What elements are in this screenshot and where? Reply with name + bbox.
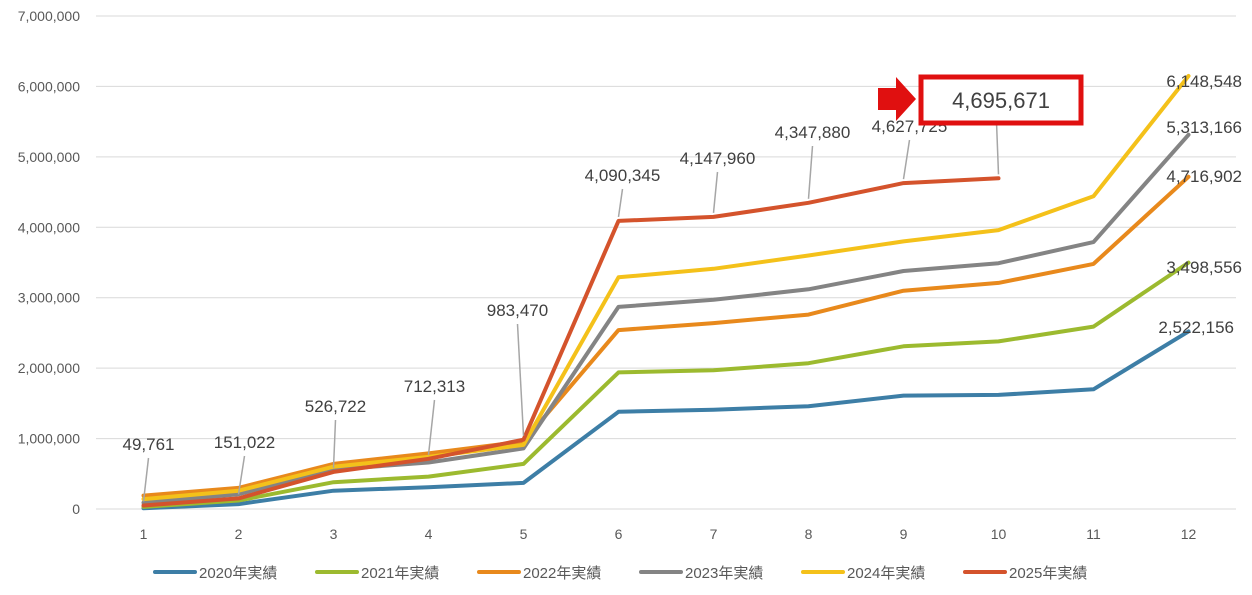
data-label: 4,147,960: [680, 149, 756, 168]
callout-box: [918, 74, 1084, 126]
data-label: 6,148,548: [1166, 72, 1242, 91]
gridlines: [96, 15, 1236, 510]
callout-value: 4,695,671: [952, 88, 1050, 113]
legend-label-4: 2023年実績: [685, 565, 763, 582]
x-tick-label: 2: [235, 526, 243, 542]
data-label: 49,761: [123, 435, 175, 454]
series-line-4: [141, 132, 1191, 505]
y-tick-label: 6,000,000: [18, 78, 80, 94]
data-label: 4,090,345: [585, 166, 661, 185]
data-label: 983,470: [487, 301, 548, 320]
x-tick-label: 10: [991, 526, 1007, 542]
leader-line: [902, 139, 911, 180]
data-label: 4,716,902: [1166, 167, 1242, 186]
x-tick-label: 6: [615, 526, 623, 542]
data-label: 2,522,156: [1158, 318, 1234, 337]
label-leader-lines: [142, 139, 911, 502]
x-axis-ticks: 1 2 3 4 5 6 7 8 9 10 11 12: [140, 526, 1197, 542]
series-line-3: [141, 174, 1191, 498]
series-line-2: [141, 260, 1191, 509]
data-label: 712,313: [404, 377, 465, 396]
data-labels: 49,761 151,022 526,722 712,313 983,470 4,090,…: [123, 72, 1243, 454]
x-tick-label: 3: [330, 526, 338, 542]
legend-label-1: 2020年実績: [199, 565, 277, 582]
series-line-5: [141, 74, 1191, 502]
data-label: 4,347,880: [775, 123, 851, 142]
x-tick-label: 4: [425, 526, 433, 542]
leader-line: [516, 323, 525, 436]
leader-line: [237, 455, 246, 495]
series-line-6: [141, 176, 1001, 508]
y-tick-label: 4,000,000: [18, 219, 80, 235]
leader-line: [712, 171, 719, 213]
legend: 2020年実績 2021年実績 2022年実績 2023年実績 2024年実績 2025年…: [153, 565, 1087, 582]
y-axis-ticks: 0 1,000,000 2,000,000 3,000,000 4,000,000 5,0…: [18, 8, 81, 517]
y-tick-label: 3,000,000: [18, 290, 80, 306]
y-tick-label: 7,000,000: [18, 8, 80, 24]
data-label: 3,498,556: [1166, 258, 1242, 277]
x-tick-label: 11: [1086, 526, 1101, 542]
y-tick-label: 1,000,000: [18, 431, 80, 447]
series-lines: [141, 74, 1191, 511]
arrow-right-icon: [878, 77, 916, 121]
data-label: 526,722: [305, 397, 366, 416]
y-tick-label: 2,000,000: [18, 360, 80, 376]
legend-label-6: 2025年実績: [1009, 565, 1087, 582]
leader-line: [807, 145, 814, 199]
x-tick-label: 7: [710, 526, 718, 542]
legend-label-2: 2021年実績: [361, 565, 439, 582]
highlight-callout: 4,695,671: [878, 74, 1084, 175]
data-label: 151,022: [214, 433, 275, 452]
leader-line: [617, 188, 624, 218]
x-tick-label: 1: [140, 526, 148, 542]
leader-line: [142, 457, 150, 502]
legend-label-3: 2022年実績: [523, 565, 601, 582]
x-tick-label: 9: [900, 526, 908, 542]
x-tick-label: 8: [805, 526, 813, 542]
y-tick-label: 5,000,000: [18, 149, 80, 165]
series-line-1: [141, 329, 1191, 511]
callout-leader-line: [995, 121, 1000, 175]
x-tick-label: 12: [1181, 526, 1197, 542]
legend-label-5: 2024年実績: [847, 565, 925, 582]
data-label: 5,313,166: [1166, 118, 1242, 137]
leader-line: [427, 399, 436, 455]
y-tick-label: 0: [72, 501, 80, 517]
x-tick-label: 5: [520, 526, 528, 542]
leader-line: [332, 419, 337, 468]
